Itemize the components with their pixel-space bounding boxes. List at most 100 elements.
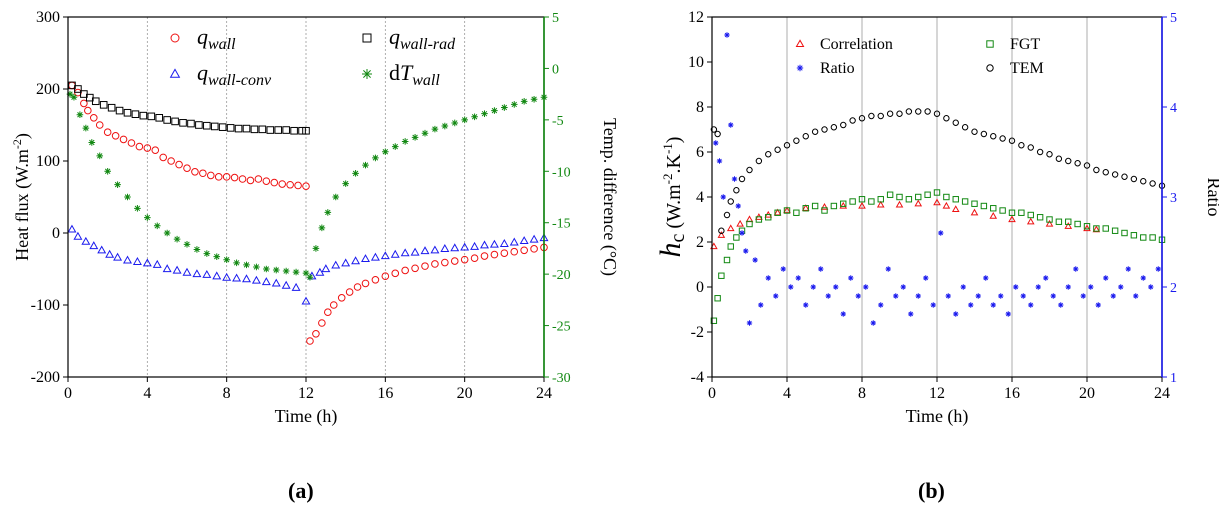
chart-a-point-dT_wall [421, 129, 429, 137]
chart-b-point-TEM [915, 108, 922, 115]
chart-b-point-TEM [868, 112, 875, 120]
chart-b-point-Correlation [1008, 215, 1016, 223]
chart-b-point-FGT [1065, 218, 1072, 225]
chart-b-point-Ratio [731, 176, 738, 182]
chart-b-point-TEM [1018, 142, 1025, 149]
chart-a-point-q_wall [84, 106, 92, 115]
chart-a-point-q_wall [450, 257, 459, 265]
chart-b-point-Ratio [863, 284, 869, 290]
chart-a-point-q_wall-conv [351, 256, 361, 265]
chart-b-point-TEM [733, 187, 740, 194]
chart-a-ytick-label: 300 [36, 9, 60, 26]
chart-a-point-dT_wall [391, 143, 399, 150]
chart-a-point-dT_wall [324, 209, 332, 216]
chart-b-point-Correlation [876, 200, 885, 208]
chart-b-point-Ratio [848, 275, 854, 281]
chart-b-point-FGT [868, 198, 875, 205]
chart-a-point-q_wall-conv [81, 236, 91, 245]
chart-a-point-q_wall-conv [67, 224, 77, 233]
chart-a-point-q_wall-rad [139, 111, 148, 120]
chart-a-point-q_wall-rad [179, 119, 187, 127]
chart-b-legend-label: TEM [1010, 60, 1044, 77]
chart-b-point-Correlation [839, 201, 848, 209]
chart-b-legend-label: Correlation [820, 36, 893, 53]
chart-a-point-dT_wall [411, 134, 419, 141]
chart-b-point-TEM [727, 198, 734, 205]
chart-b-point-TEM [896, 110, 903, 117]
chart-b-point-Ratio [1058, 302, 1064, 308]
chart-a-point-q_wall [460, 255, 469, 264]
chart-b-point-FGT [718, 272, 725, 279]
chart-b-point-TEM [802, 133, 809, 140]
chart-b-point-TEM [961, 124, 969, 131]
chart-b-point-Ratio [752, 257, 758, 263]
chart-a-point-dT_wall [88, 139, 96, 146]
chart-b-point-Ratio [945, 293, 951, 299]
chart-a-point-q_wall-conv [440, 244, 450, 252]
chart-b-point-FGT [1008, 209, 1016, 216]
chart-a-point-q_wall-rad [163, 116, 171, 124]
chart-a-point-dT_wall [82, 124, 90, 132]
chart-b-point-Correlation [783, 206, 791, 214]
chart-b-point-Ratio [788, 284, 794, 290]
chart-a-point-dT_wall [471, 113, 478, 121]
chart-a-point-q_wall [270, 178, 279, 187]
chart-a-point-q_wall [262, 177, 271, 185]
chart-a-point-q_wall-conv [172, 265, 182, 274]
chart-b-point-Ratio [746, 320, 753, 326]
chart-a-point-dT_wall [124, 193, 131, 201]
chart-b-point-FGT [1102, 225, 1109, 232]
chart-b-point-Ratio [870, 320, 876, 326]
chart-a-point-q_wall-rad [298, 126, 306, 135]
chart-a-point-dT_wall [263, 265, 270, 273]
chart-a-point-q_wall-rad [282, 126, 290, 134]
chart-b-point-TEM [1055, 155, 1063, 162]
chart-b-ytick-label: 2 [696, 234, 704, 251]
chart-b-point-Ratio [803, 302, 809, 308]
chart-a-point-dT_wall [253, 263, 260, 271]
chart-a-point-q_wall-conv [380, 251, 390, 260]
chart-a-point-q_wall [230, 173, 239, 182]
chart-a-xtick-label: 8 [223, 385, 231, 402]
chart-b-point-FGT [961, 198, 969, 205]
chart-b-point-FGT [877, 196, 884, 203]
chart-b-point-Correlation [895, 200, 904, 208]
chart-b-point-FGT [943, 193, 950, 201]
chart-b-ytick-label: -2 [691, 324, 704, 341]
chart-a-point-q_wall [278, 180, 287, 188]
chart-b-point-FGT [793, 209, 800, 216]
chart-a-point-q_wall [222, 173, 231, 181]
chart-a-point-q_wall-conv [182, 267, 192, 276]
chart-a-point-q_wall-conv [113, 252, 123, 261]
chart-b-point-FGT [755, 216, 763, 223]
chart-a-point-dT_wall [481, 110, 488, 117]
chart-a-point-q_wall-rad [226, 124, 235, 132]
chart-b-series-FGT [710, 189, 1166, 324]
chart-a-point-q_wall-rad [203, 121, 211, 130]
chart-a-point-q_wall-conv [232, 273, 242, 282]
chart-a-point-q_wall-rad [187, 119, 195, 128]
chart-b-point-FGT [1121, 229, 1128, 237]
chart-a-ytick-label: 200 [36, 81, 60, 98]
chart-b-point-Ratio [938, 230, 944, 236]
chart-b-point-FGT [765, 214, 772, 221]
chart-a-point-dT_wall [96, 152, 104, 160]
chart-b-legend-marker [796, 64, 804, 72]
chart-a-point-q_wall-conv [271, 278, 281, 287]
chart-a-point-q_wall-conv [242, 274, 251, 283]
chart-b-point-Ratio [773, 293, 779, 299]
chart-a-y2tick-label: -30 [552, 371, 571, 386]
chart-a-point-dT_wall [382, 148, 389, 156]
chart-b-ylabel: hc (W.m-2.K-1) [654, 137, 689, 258]
chart-b-legend-marker [986, 40, 994, 48]
chart-b-point-Correlation [1064, 222, 1073, 229]
chart-b-point-Ratio [953, 311, 959, 317]
chart-a-legend-label: dTwall [389, 60, 440, 89]
chart-b-point-TEM [783, 142, 791, 149]
chart-a-xtick-label: 12 [298, 385, 314, 402]
chart-b-point-TEM [886, 110, 894, 117]
chart-a-point-dT_wall [173, 235, 181, 243]
chart-b-point-Correlation [820, 203, 829, 210]
chart-b-point-TEM [849, 117, 856, 124]
chart-a-point-q_wall [318, 319, 326, 327]
